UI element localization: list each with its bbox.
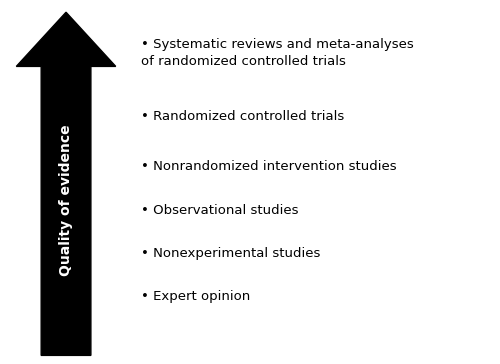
Polygon shape: [16, 12, 116, 355]
Text: • Nonrandomized intervention studies: • Nonrandomized intervention studies: [140, 160, 396, 173]
Text: • Observational studies: • Observational studies: [140, 204, 298, 217]
Text: • Expert opinion: • Expert opinion: [140, 290, 250, 303]
Text: • Systematic reviews and meta-analyses
of randomized controlled trials: • Systematic reviews and meta-analyses o…: [140, 37, 413, 67]
Text: Quality of evidence: Quality of evidence: [59, 124, 73, 276]
Text: • Nonexperimental studies: • Nonexperimental studies: [140, 247, 320, 260]
Text: • Randomized controlled trials: • Randomized controlled trials: [140, 110, 344, 123]
